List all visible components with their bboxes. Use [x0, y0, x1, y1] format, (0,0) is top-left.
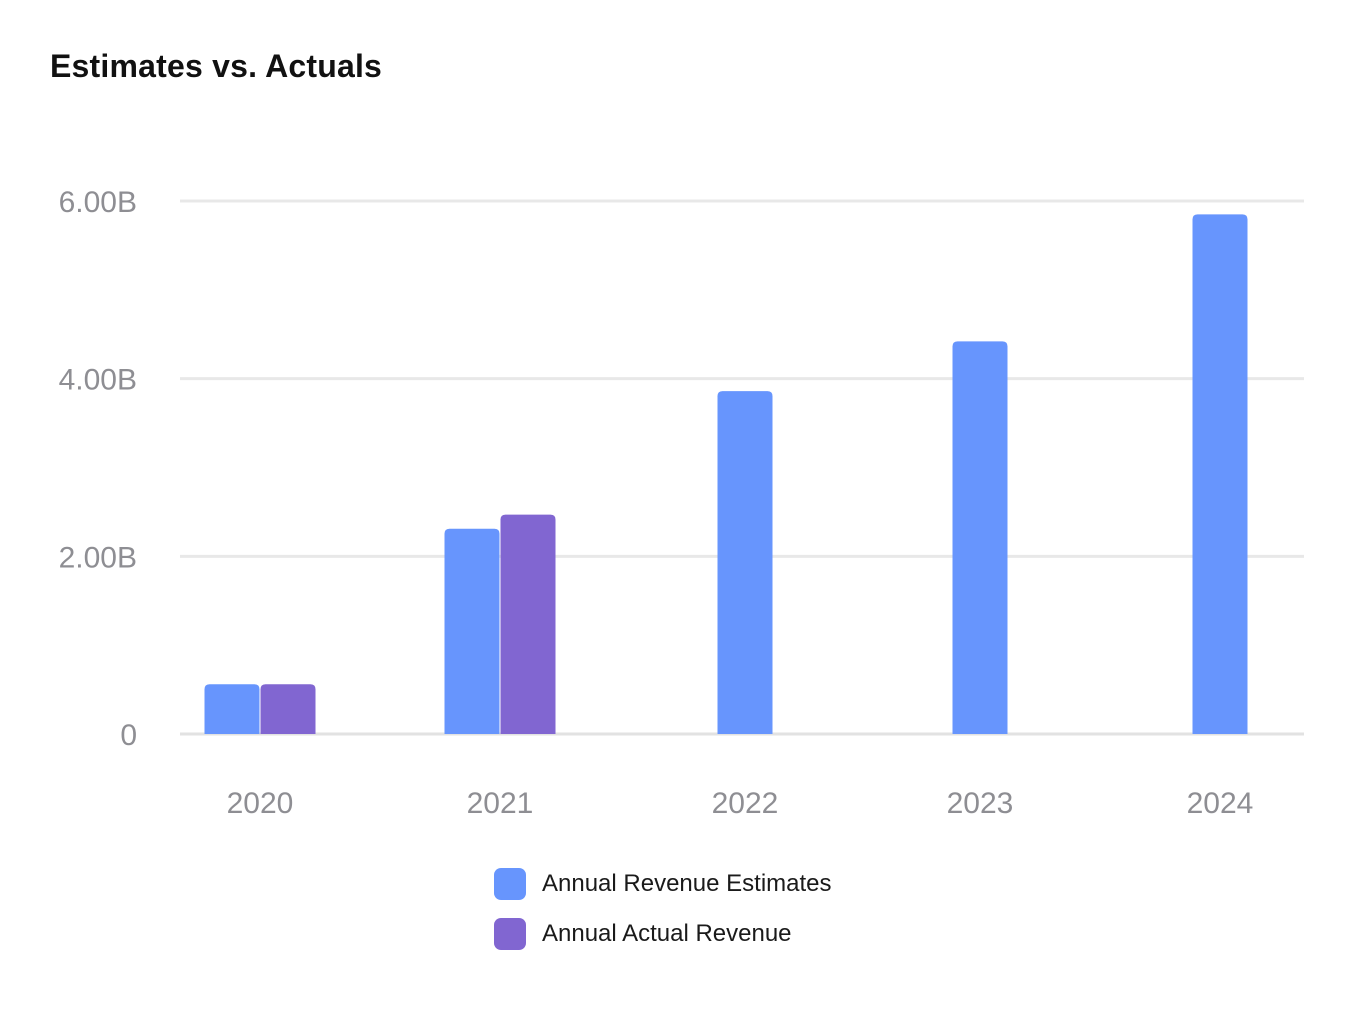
y-tick-label: 4.00B: [59, 364, 137, 397]
chart-title: Estimates vs. Actuals: [50, 48, 383, 84]
bar-estimate-2023[interactable]: [952, 341, 1008, 734]
bar-estimate-2021[interactable]: [444, 528, 500, 734]
bar-estimate-2020[interactable]: [204, 684, 260, 734]
y-tick-label: 0: [120, 719, 137, 752]
x-axis-ticks: 2020 2021 2022 2023 2024: [227, 787, 1254, 820]
bar-actual-2021[interactable]: [500, 514, 556, 734]
x-tick-label: 2024: [1187, 787, 1254, 820]
legend: Annual Revenue Estimates Annual Actual R…: [494, 868, 832, 950]
x-tick-label: 2021: [467, 787, 534, 820]
y-axis-ticks: 0 2.00B 4.00B 6.00B: [59, 186, 137, 752]
legend-swatch-estimates: [494, 868, 526, 900]
legend-label-estimates: Annual Revenue Estimates: [542, 870, 832, 897]
x-tick-label: 2023: [947, 787, 1014, 820]
bars: [204, 214, 1248, 734]
x-tick-label: 2020: [227, 787, 294, 820]
legend-item-estimates[interactable]: Annual Revenue Estimates: [494, 868, 832, 900]
bar-actual-2020[interactable]: [260, 684, 316, 734]
legend-label-actuals: Annual Actual Revenue: [542, 920, 792, 947]
x-tick-label: 2022: [712, 787, 779, 820]
legend-swatch-actuals: [494, 918, 526, 950]
y-tick-label: 6.00B: [59, 186, 137, 219]
y-tick-label: 2.00B: [59, 541, 137, 574]
bar-estimate-2022[interactable]: [717, 391, 773, 734]
bar-estimate-2024[interactable]: [1192, 214, 1248, 734]
legend-item-actuals[interactable]: Annual Actual Revenue: [494, 918, 832, 950]
